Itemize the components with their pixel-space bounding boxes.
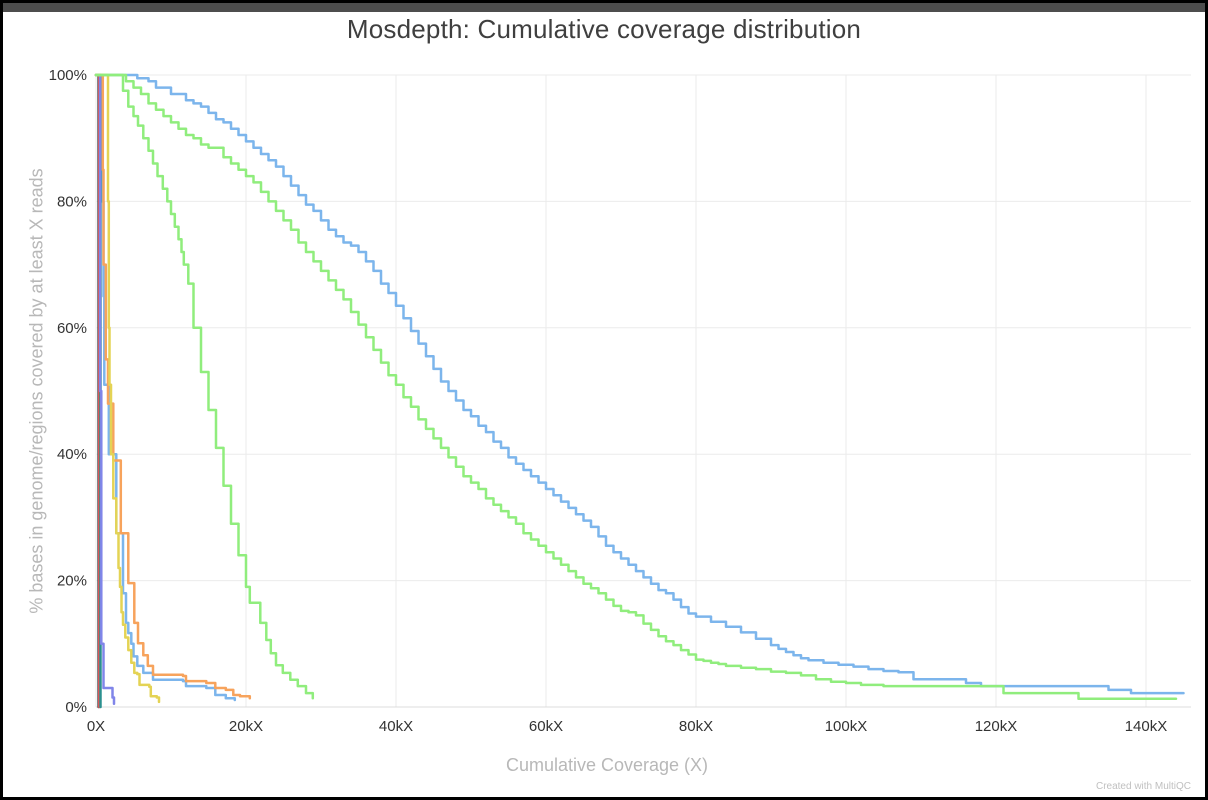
x-tick-label: 140kX (1125, 718, 1168, 735)
x-tick-label: 100kX (825, 718, 868, 735)
footer-credit: Created with MultiQC (1095, 781, 1191, 792)
x-tick-label: 20kX (229, 718, 263, 735)
x-axis-title: Cumulative Coverage (X) (505, 755, 709, 775)
series-line-sample-yellow[interactable] (94, 73, 161, 704)
series-line-sample-blue-steep[interactable] (94, 73, 237, 702)
series-line-sample-orange[interactable] (94, 73, 252, 700)
y-tick-label: 100% (49, 67, 87, 84)
coverage-chart-canvas: 0% 20% 40% 60% 80% 100% 0X 20kX 40kX 60kX 80kX 100k… (49, 67, 1191, 735)
x-tick-label: 60kX (529, 718, 563, 735)
top-bar (3, 3, 1205, 12)
y-tick-label: 20% (57, 573, 87, 590)
series-line-sample-green-broad[interactable] (94, 73, 1178, 701)
x-tick-label: 80kX (679, 718, 713, 735)
y-tick-label: 40% (57, 446, 87, 463)
x-tick-label: 0X (87, 718, 105, 735)
y-tick-label: 0% (65, 699, 87, 716)
x-tick-label: 120kX (975, 718, 1018, 735)
series-line-sample-green-steep[interactable] (94, 73, 315, 700)
series-line-sample-blue-broad[interactable] (94, 73, 1185, 695)
y-axis-title: % bases in genome/regions covered by at … (26, 168, 47, 614)
x-tick-label: 40kX (379, 718, 413, 735)
y-tick-label: 80% (57, 193, 87, 210)
plot-title: Mosdepth: Cumulative coverage distributi… (346, 14, 862, 44)
y-tick-label: 60% (57, 320, 87, 337)
